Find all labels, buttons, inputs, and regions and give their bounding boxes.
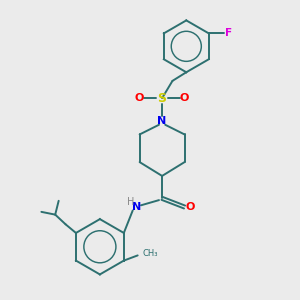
Text: F: F bbox=[225, 28, 232, 38]
Text: N: N bbox=[158, 116, 167, 126]
Text: N: N bbox=[132, 202, 141, 212]
Text: H: H bbox=[127, 197, 134, 207]
Text: S: S bbox=[158, 92, 166, 105]
Text: O: O bbox=[180, 93, 189, 103]
Text: CH₃: CH₃ bbox=[143, 249, 158, 258]
Text: O: O bbox=[186, 202, 195, 212]
Text: O: O bbox=[135, 93, 144, 103]
